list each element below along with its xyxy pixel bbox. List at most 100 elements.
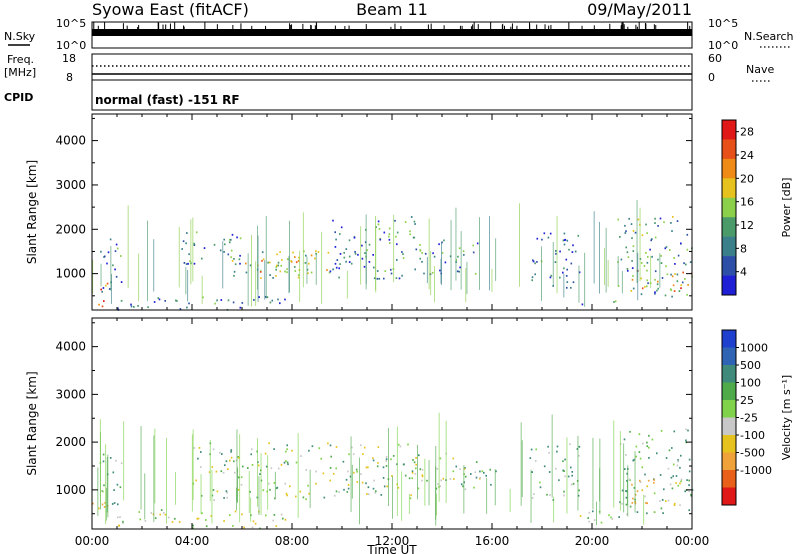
- velocity-cell: [449, 478, 452, 480]
- velocity-streak: [596, 501, 597, 526]
- power-streak: [153, 239, 155, 292]
- power-cell: [176, 300, 178, 302]
- power-streak: [479, 217, 480, 290]
- velocity-streak: [175, 471, 176, 505]
- velocity-cell: [579, 515, 582, 517]
- power-cell: [379, 238, 382, 241]
- velocity-cell: [273, 482, 276, 484]
- velocity-colorbar-label: -100: [740, 429, 765, 442]
- velocity-cell: [464, 475, 467, 478]
- velocity-cell: [367, 486, 370, 489]
- power-cell: [175, 299, 177, 302]
- velocity-cell: [237, 488, 240, 491]
- velocity-ylabel: Slant Range [km]: [25, 371, 39, 475]
- velocity-streak: [154, 428, 156, 504]
- velocity-cell: [417, 487, 420, 490]
- power-streak: [127, 205, 129, 289]
- power-cell: [233, 270, 236, 273]
- power-cell: [632, 245, 635, 248]
- velocity-cell: [302, 496, 305, 499]
- power-streak: [315, 253, 317, 285]
- velocity-streak: [153, 435, 155, 523]
- power-cell: [272, 277, 274, 279]
- power-cell: [624, 224, 626, 227]
- power-cell: [308, 262, 310, 265]
- velocity-cell: [639, 479, 641, 482]
- power-cell: [303, 250, 305, 253]
- power-cell: [185, 263, 188, 265]
- power-cell: [571, 251, 574, 253]
- velocity-cell: [193, 447, 195, 449]
- power-cell: [388, 227, 391, 230]
- velocity-cell: [345, 478, 348, 481]
- velocity-streak: [592, 437, 594, 510]
- power-cell: [348, 239, 351, 242]
- power-cell: [228, 239, 231, 241]
- velocity-cell: [631, 483, 633, 486]
- power-cell: [259, 271, 262, 273]
- power-cell: [348, 261, 351, 263]
- velocity-cell: [122, 520, 124, 523]
- velocity-cell: [558, 479, 560, 482]
- velocity-cell: [229, 514, 231, 516]
- velocity-cell: [475, 461, 478, 463]
- nsearch-tick-bottom: 10^0: [708, 39, 738, 52]
- velocity-cell: [212, 489, 215, 491]
- velocity-streak: [250, 497, 252, 522]
- velocity-cell: [286, 444, 288, 447]
- velocity-cell: [347, 470, 349, 473]
- velocity-streak: [435, 446, 437, 526]
- velocity-cell: [223, 497, 225, 499]
- velocity-cell: [688, 458, 691, 461]
- velocity-cell: [600, 521, 603, 524]
- power-cell: [353, 236, 356, 239]
- power-cell: [279, 270, 282, 273]
- velocity-cell: [150, 512, 153, 514]
- nsearch-tick-top: 10^5: [708, 17, 738, 30]
- velocity-cell: [671, 487, 674, 490]
- power-cell: [183, 262, 186, 264]
- power-cell: [277, 261, 280, 264]
- velocity-cell: [534, 460, 537, 462]
- velocity-streak: [577, 435, 579, 511]
- power-cell: [189, 260, 191, 263]
- power-cell: [280, 264, 282, 267]
- velocity-cell: [533, 493, 535, 495]
- velocity-colorbar-label: 25: [740, 394, 754, 407]
- power-cell: [433, 255, 436, 258]
- power-cell: [186, 306, 188, 309]
- velocity-streak: [309, 469, 311, 509]
- power-streak: [111, 274, 112, 304]
- velocity-cell: [436, 467, 439, 470]
- velocity-streak: [359, 457, 360, 525]
- power-streak: [584, 252, 586, 307]
- power-cell: [388, 238, 391, 241]
- power-cell: [335, 266, 338, 269]
- velocity-cell: [535, 448, 537, 451]
- velocity-cell: [631, 502, 634, 504]
- velocity-cell: [409, 497, 412, 500]
- velocity-streak: [257, 438, 258, 507]
- velocity-streak: [396, 426, 398, 517]
- velocity-cell: [386, 485, 388, 488]
- velocity-cell: [677, 484, 680, 487]
- velocity-cell: [351, 446, 353, 449]
- velocity-cell: [242, 465, 244, 468]
- velocity-cell: [251, 464, 254, 466]
- power-colorbar-title: Power [dB]: [780, 178, 793, 238]
- power-cell: [654, 291, 656, 294]
- power-cell: [687, 284, 689, 286]
- power-streak: [604, 248, 605, 286]
- nave-tick-top: 60: [708, 52, 722, 65]
- velocity-cell: [274, 497, 276, 500]
- velocity-cell: [280, 463, 283, 466]
- velocity-cell: [529, 457, 532, 459]
- velocity-cell: [113, 502, 116, 504]
- velocity-cell: [611, 518, 614, 520]
- power-cell: [670, 289, 673, 292]
- velocity-cell: [329, 467, 332, 469]
- velocity-cell: [285, 450, 287, 453]
- power-cell: [395, 235, 397, 238]
- velocity-cell: [160, 509, 163, 511]
- power-cell: [294, 256, 296, 258]
